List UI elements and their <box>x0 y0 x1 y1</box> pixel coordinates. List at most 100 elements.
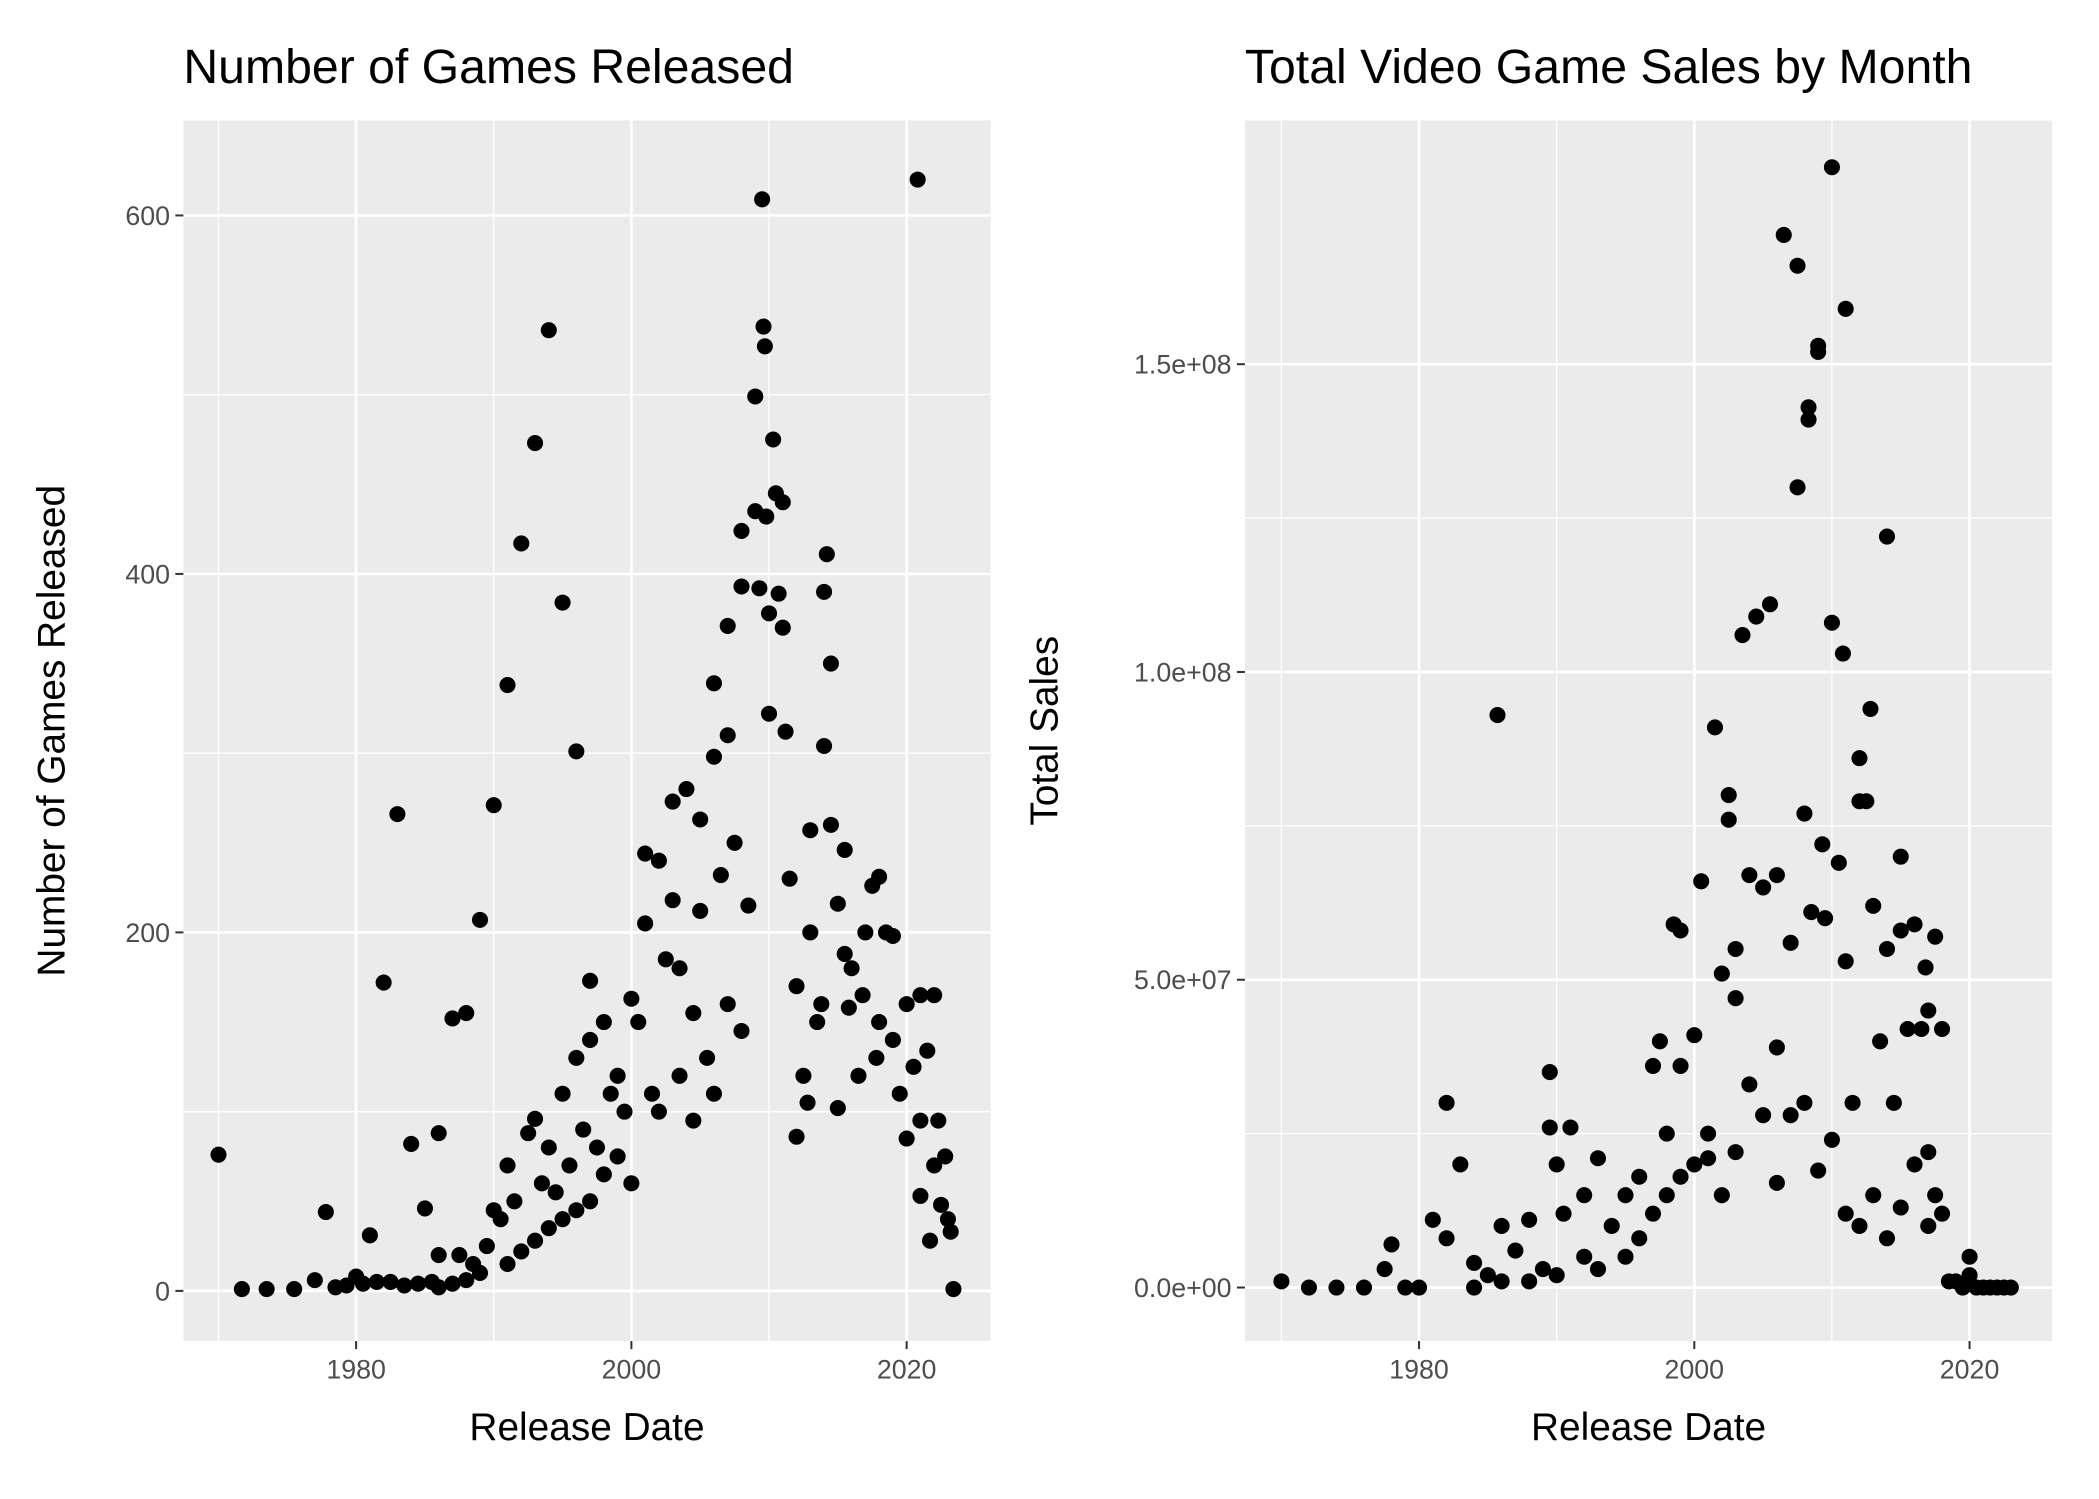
point <box>1892 922 1909 939</box>
point <box>1672 1057 1689 1074</box>
point <box>822 816 839 833</box>
x-axis-title: Release Date <box>1531 1406 1766 1449</box>
x-tick-label: 1980 <box>1389 1355 1449 1385</box>
point <box>1796 805 1813 822</box>
point <box>1858 793 1875 810</box>
point <box>1920 1144 1937 1161</box>
point <box>1796 1094 1813 1111</box>
point <box>1768 1174 1785 1191</box>
point <box>1803 904 1820 921</box>
point <box>1748 608 1765 625</box>
point <box>478 1238 495 1255</box>
point <box>1800 411 1817 428</box>
point <box>758 508 775 525</box>
x-tick-label: 2020 <box>1940 1355 2000 1385</box>
point <box>1576 1187 1593 1204</box>
point <box>754 191 771 208</box>
point <box>403 1135 420 1152</box>
point <box>1734 627 1751 644</box>
point <box>1555 1205 1572 1222</box>
x-tick-label: 2000 <box>1665 1355 1725 1385</box>
point <box>354 1275 372 1292</box>
point <box>361 1227 378 1244</box>
point <box>286 1281 303 1298</box>
point <box>933 1196 950 1213</box>
point <box>458 1272 475 1289</box>
point <box>1534 1261 1551 1278</box>
point <box>678 780 695 798</box>
point <box>389 806 406 823</box>
point <box>922 1232 939 1249</box>
point <box>527 1232 544 1249</box>
point <box>719 996 736 1013</box>
point <box>840 999 857 1016</box>
point <box>1541 1064 1558 1081</box>
point <box>540 1220 557 1237</box>
point <box>854 987 871 1004</box>
point <box>1872 1033 1889 1050</box>
panel-background <box>183 120 991 1342</box>
point <box>430 1279 447 1296</box>
point <box>382 1273 399 1290</box>
point <box>912 987 929 1004</box>
point <box>733 1022 750 1040</box>
point <box>451 1247 468 1264</box>
point <box>1934 1020 1951 1038</box>
point <box>554 1211 571 1228</box>
point <box>595 1166 612 1183</box>
point <box>1644 1057 1662 1074</box>
point <box>1837 953 1854 970</box>
point <box>657 951 674 968</box>
x-tick-label: 2000 <box>602 1355 662 1385</box>
point <box>740 897 757 914</box>
y-axis-title: Total Sales <box>1024 636 1067 826</box>
point <box>1328 1279 1345 1296</box>
point <box>1851 750 1868 767</box>
point <box>788 978 805 995</box>
point <box>1693 873 1710 890</box>
point <box>1878 940 1896 958</box>
point <box>1892 1199 1909 1216</box>
point <box>699 1049 716 1066</box>
point <box>1548 1156 1565 1173</box>
point <box>1865 1187 1882 1204</box>
point <box>1920 1217 1937 1234</box>
point <box>513 535 530 552</box>
chart-title: Total Video Game Sales by Month <box>1245 40 1973 94</box>
point <box>582 1193 599 1210</box>
point <box>1851 1217 1868 1234</box>
point <box>926 987 943 1004</box>
point <box>444 1275 461 1292</box>
point <box>1672 1168 1689 1185</box>
point <box>829 895 846 912</box>
point <box>430 1247 447 1264</box>
point <box>822 655 839 672</box>
point <box>396 1277 413 1294</box>
point <box>719 617 736 634</box>
point <box>1466 1279 1483 1296</box>
point <box>1906 916 1923 933</box>
point <box>561 1157 578 1174</box>
point <box>850 1067 867 1084</box>
point <box>733 578 750 595</box>
point <box>898 996 915 1013</box>
point <box>554 1085 571 1102</box>
point <box>623 1175 640 1192</box>
point <box>1837 1205 1854 1222</box>
x-tick-label: 1980 <box>326 1355 386 1385</box>
point <box>751 580 768 597</box>
point <box>765 431 782 448</box>
point <box>616 1103 633 1120</box>
point <box>664 793 681 810</box>
point <box>1878 528 1896 545</box>
point <box>1720 787 1737 804</box>
point <box>1672 922 1689 939</box>
point <box>1438 1230 1455 1247</box>
point <box>692 811 709 828</box>
point <box>755 318 772 335</box>
point <box>527 435 544 452</box>
x-axis-title: Release Date <box>469 1406 704 1449</box>
point <box>568 743 585 760</box>
point <box>1713 1187 1730 1204</box>
